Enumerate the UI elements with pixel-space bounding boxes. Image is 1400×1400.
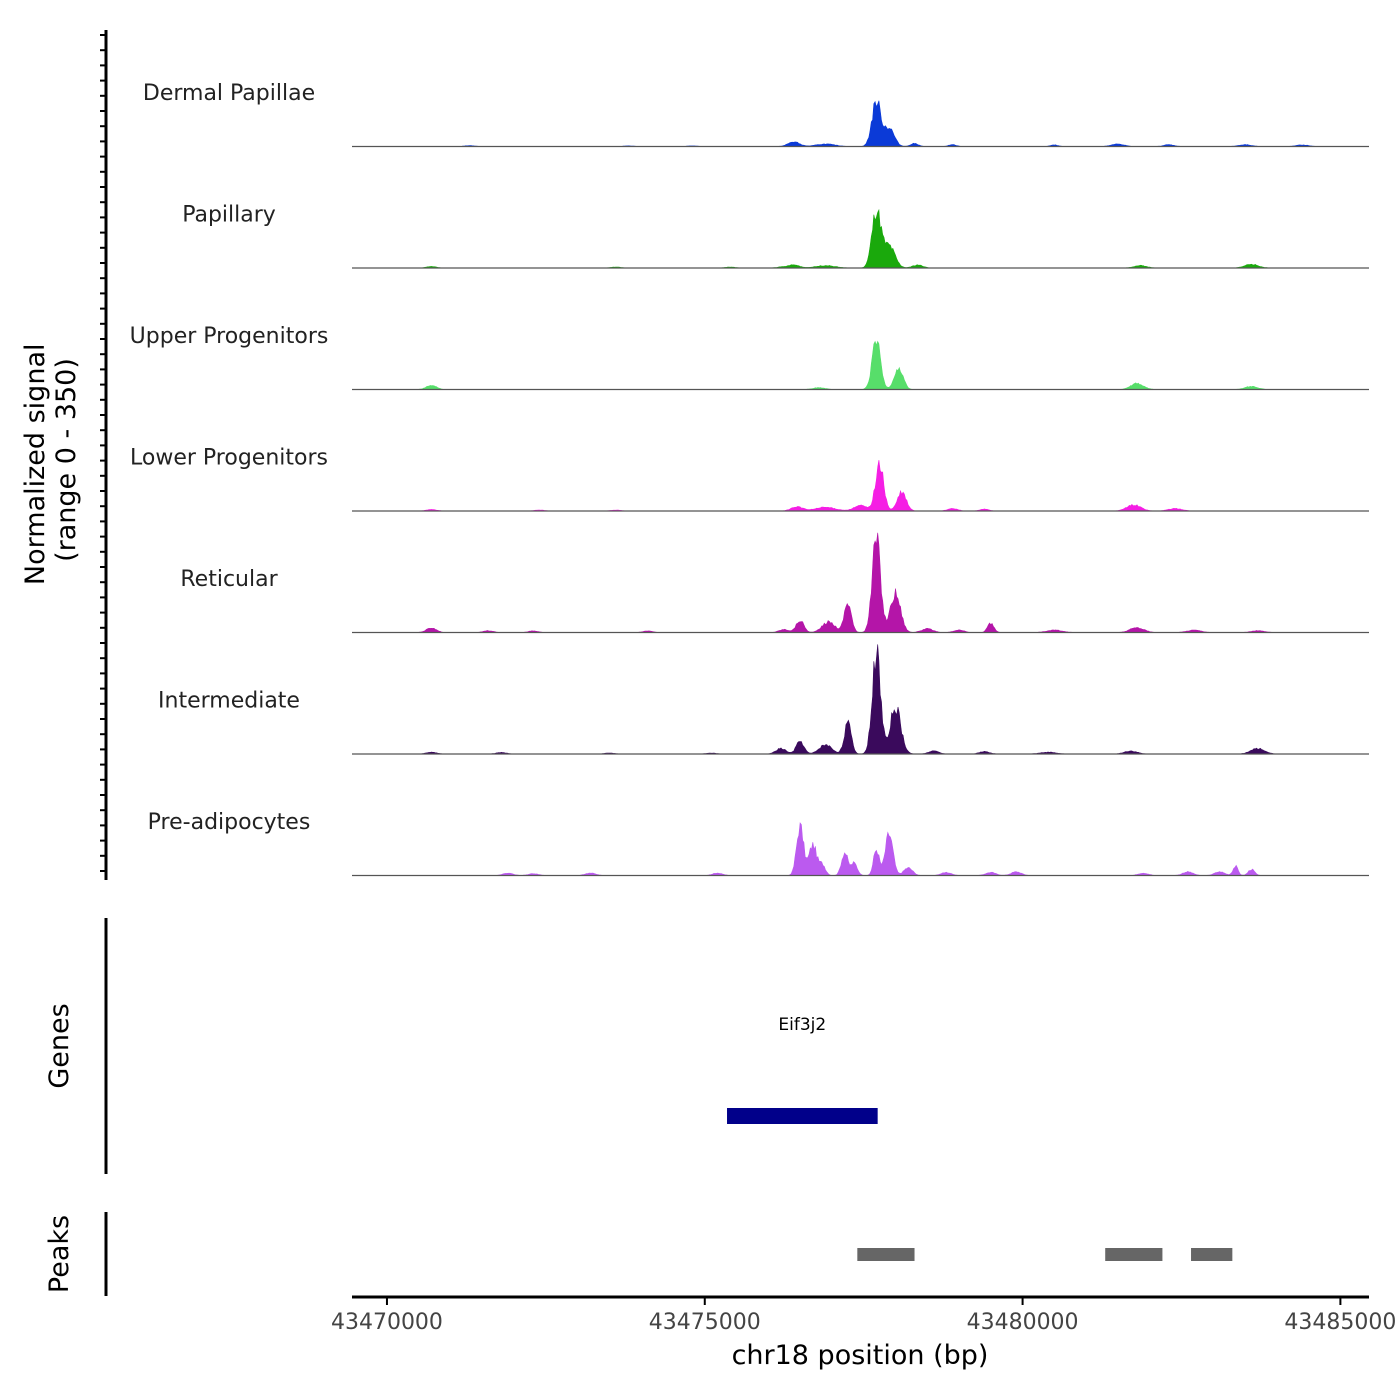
- signal-track: Lower Progenitors: [130, 446, 1369, 512]
- signal-area: [412, 340, 1334, 390]
- signal-area: [412, 208, 1334, 269]
- track-label: Dermal Papillae: [143, 81, 315, 106]
- gene-body: [727, 1108, 878, 1124]
- x-tick-label: 43485000: [1284, 1310, 1396, 1335]
- signal-track: Upper Progenitors: [130, 324, 1369, 391]
- signal-track: Dermal Papillae: [143, 81, 1369, 148]
- signal-track: Papillary: [182, 203, 1369, 269]
- y-axis-title-line1: Normalized signal: [20, 344, 51, 586]
- signal-area: [412, 532, 1334, 633]
- signal-area: [412, 644, 1334, 755]
- track-label: Lower Progenitors: [130, 446, 328, 471]
- x-tick-label: 43475000: [649, 1310, 761, 1335]
- signal-track: Pre-adipocytes: [148, 810, 1369, 877]
- gene-track: Eif3j2: [727, 1015, 878, 1124]
- peaks-track-label: Peaks: [44, 1215, 75, 1293]
- x-axis-title: chr18 position (bp): [732, 1340, 989, 1371]
- gene-label: Eif3j2: [778, 1015, 826, 1035]
- y-axis-title: Normalized signal (range 0 - 350): [20, 335, 82, 585]
- peak-region: [1191, 1248, 1233, 1261]
- signal-area: [412, 100, 1334, 147]
- peak-track: [857, 1248, 1233, 1261]
- x-tick-label: 43480000: [967, 1310, 1079, 1335]
- signal-area: [412, 459, 1334, 512]
- track-label: Pre-adipocytes: [148, 810, 311, 835]
- signal-track: Intermediate: [158, 644, 1369, 755]
- genes-track-label: Genes: [44, 1003, 75, 1088]
- x-tick-label: 43470000: [331, 1310, 443, 1335]
- peak-region: [1105, 1248, 1163, 1261]
- signal-track: Reticular: [180, 532, 1369, 634]
- track-label: Upper Progenitors: [130, 324, 329, 349]
- peak-region: [857, 1248, 915, 1261]
- signal-tracks: Dermal Papillae Papillary Upper Progenitor…: [130, 81, 1369, 877]
- track-label: Intermediate: [158, 689, 300, 714]
- y-axis-title-line2: (range 0 - 350): [51, 358, 82, 562]
- x-axis: 43470000 43475000 43480000 43485000: [331, 1297, 1396, 1335]
- signal-area: [412, 822, 1334, 876]
- track-label: Papillary: [182, 203, 276, 228]
- track-label: Reticular: [180, 567, 278, 592]
